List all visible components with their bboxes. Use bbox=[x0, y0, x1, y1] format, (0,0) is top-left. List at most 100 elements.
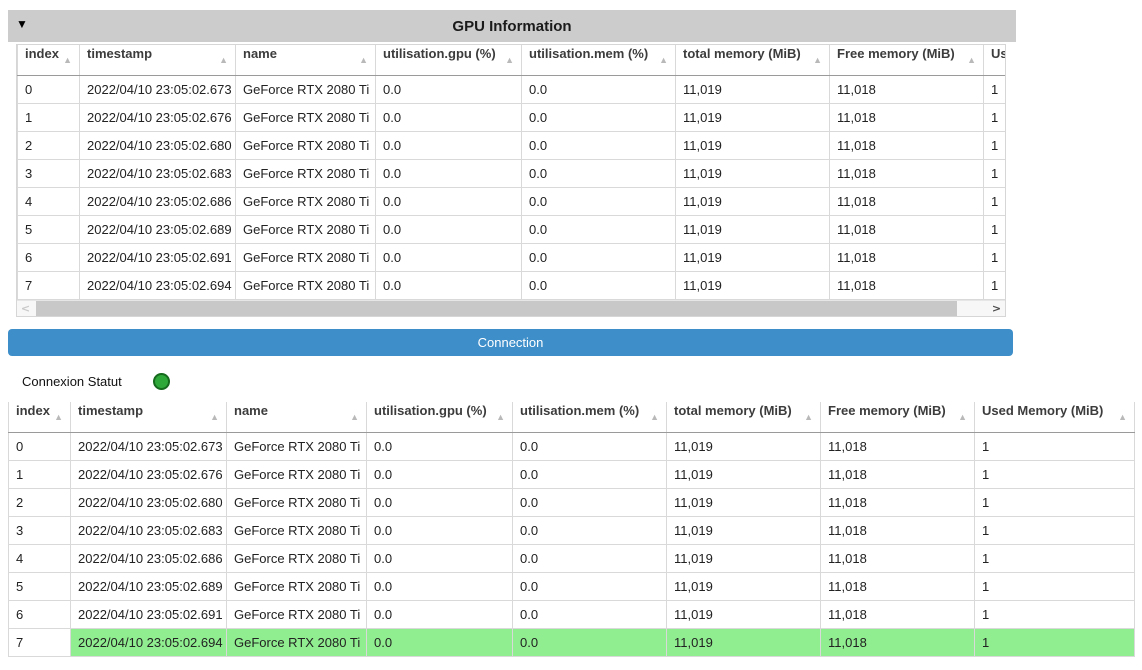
cell: 11,018 bbox=[829, 103, 984, 132]
gpu-info-panel: ▼ GPU Information ▲ index ▲ timestamp ▲ name ▲… bbox=[8, 10, 1016, 317]
sort-asc-icon[interactable]: ▲ bbox=[496, 412, 505, 422]
cell: 11,019 bbox=[675, 187, 830, 216]
cell: 1 bbox=[983, 187, 1005, 216]
cell: 2022/04/10 23:05:02.680 bbox=[79, 131, 236, 160]
cell: 2022/04/10 23:05:02.686 bbox=[70, 544, 227, 573]
column-header-free-memory-mib[interactable]: ▲ Free memory (MiB) bbox=[829, 45, 984, 76]
cell: 11,018 bbox=[820, 572, 975, 601]
connection-button[interactable]: Connection bbox=[8, 329, 1013, 356]
sort-asc-icon[interactable]: ▲ bbox=[505, 55, 514, 65]
cell: 11,019 bbox=[666, 600, 821, 629]
cell: 0.0 bbox=[366, 628, 513, 657]
collapse-panel-icon[interactable]: ▼ bbox=[16, 17, 28, 31]
column-header-utilisation-mem[interactable]: ▲ utilisation.mem (%) bbox=[512, 402, 667, 433]
cell: 0.0 bbox=[375, 243, 522, 272]
cell: 2 bbox=[8, 488, 71, 517]
column-header-timestamp[interactable]: ▲ timestamp bbox=[70, 402, 227, 433]
cell: 4 bbox=[17, 187, 80, 216]
cell: 1 bbox=[974, 600, 1135, 629]
panel-title: GPU Information bbox=[452, 17, 572, 35]
column-header-used-memory-mib[interactable]: ▲ Used Memory (MiB) bbox=[974, 402, 1135, 433]
sort-asc-icon[interactable]: ▲ bbox=[210, 412, 219, 422]
column-header-used-memory-mib[interactable]: ▲Used Memory (MiB) bbox=[983, 45, 1005, 76]
column-label: total memory (MiB) bbox=[683, 46, 801, 62]
sort-asc-icon[interactable]: ▲ bbox=[1118, 412, 1127, 422]
sort-asc-icon[interactable]: ▲ bbox=[54, 412, 63, 422]
table-row: 3 2022/04/10 23:05:02.683 GeForce RTX 2080… bbox=[17, 159, 1005, 188]
cell: GeForce RTX 2080 Ti bbox=[226, 488, 367, 517]
cell: 11,019 bbox=[666, 516, 821, 545]
cell: 2022/04/10 23:05:02.673 bbox=[70, 432, 227, 461]
horizontal-scrollbar[interactable]: < > bbox=[17, 300, 1005, 316]
cell: 0.0 bbox=[512, 488, 667, 517]
sort-asc-icon[interactable]: ▲ bbox=[967, 55, 976, 65]
cell: 1 bbox=[983, 159, 1005, 188]
column-header-total-memory-mib[interactable]: ▲ total memory (MiB) bbox=[666, 402, 821, 433]
sort-asc-icon[interactable]: ▲ bbox=[63, 55, 72, 65]
cell: 11,019 bbox=[675, 271, 830, 300]
cell: 11,018 bbox=[820, 600, 975, 629]
cell: 1 bbox=[17, 103, 80, 132]
sort-asc-icon[interactable]: ▲ bbox=[350, 412, 359, 422]
table-row: 5 2022/04/10 23:05:02.689 GeForce RTX 2080… bbox=[17, 215, 1005, 244]
column-header-utilisation-gpu[interactable]: ▲ utilisation.gpu (%) bbox=[366, 402, 513, 433]
table-row: 0 2022/04/10 23:05:02.673 GeForce RTX 2080… bbox=[17, 75, 1005, 104]
sort-asc-icon[interactable]: ▲ bbox=[219, 55, 228, 65]
table-row: 4 2022/04/10 23:05:02.686 GeForce RTX 2080… bbox=[17, 187, 1005, 216]
table-row: 2 2022/04/10 23:05:02.680 GeForce RTX 2080… bbox=[17, 131, 1005, 160]
column-header-index[interactable]: ▲ index bbox=[17, 45, 80, 76]
cell: 2022/04/10 23:05:02.680 bbox=[70, 488, 227, 517]
cell: 0.0 bbox=[375, 159, 522, 188]
sort-asc-icon[interactable]: ▲ bbox=[659, 55, 668, 65]
cell: 0.0 bbox=[366, 432, 513, 461]
column-header-index[interactable]: ▲ index bbox=[8, 402, 71, 433]
sort-asc-icon[interactable]: ▲ bbox=[359, 55, 368, 65]
cell: 1 bbox=[974, 516, 1135, 545]
cell: 11,018 bbox=[829, 131, 984, 160]
cell: 0.0 bbox=[366, 488, 513, 517]
column-header-free-memory-mib[interactable]: ▲ Free memory (MiB) bbox=[820, 402, 975, 433]
cell: 3 bbox=[8, 516, 71, 545]
column-label: utilisation.gpu (%) bbox=[383, 46, 496, 62]
panel-header: ▼ GPU Information bbox=[8, 10, 1016, 42]
sort-asc-icon[interactable]: ▲ bbox=[813, 55, 822, 65]
table-row: 6 2022/04/10 23:05:02.691 GeForce RTX 2080… bbox=[8, 600, 1135, 629]
cell: GeForce RTX 2080 Ti bbox=[226, 628, 367, 657]
cell: 0.0 bbox=[375, 215, 522, 244]
sort-asc-icon[interactable]: ▲ bbox=[958, 412, 967, 422]
cell: 0.0 bbox=[375, 131, 522, 160]
cell: 0.0 bbox=[512, 432, 667, 461]
scroll-left-icon[interactable]: < bbox=[20, 302, 31, 315]
cell: 0.0 bbox=[512, 544, 667, 573]
cell: GeForce RTX 2080 Ti bbox=[235, 75, 376, 104]
cell: 2022/04/10 23:05:02.689 bbox=[79, 215, 236, 244]
cell: GeForce RTX 2080 Ti bbox=[226, 432, 367, 461]
cell: GeForce RTX 2080 Ti bbox=[226, 516, 367, 545]
scroll-right-icon[interactable]: > bbox=[991, 302, 1002, 315]
cell: 1 bbox=[8, 460, 71, 489]
column-label: Used Memory (MiB) bbox=[982, 403, 1104, 419]
cell: GeForce RTX 2080 Ti bbox=[235, 131, 376, 160]
table-row: 6 2022/04/10 23:05:02.691 GeForce RTX 2080… bbox=[17, 243, 1005, 272]
column-header-total-memory-mib[interactable]: ▲ total memory (MiB) bbox=[675, 45, 830, 76]
cell: 0.0 bbox=[512, 516, 667, 545]
scrollbar-thumb[interactable] bbox=[36, 301, 957, 316]
column-header-name[interactable]: ▲ name bbox=[235, 45, 376, 76]
column-header-utilisation-mem[interactable]: ▲ utilisation.mem (%) bbox=[521, 45, 676, 76]
scrollbar-track[interactable] bbox=[34, 301, 988, 316]
cell: 11,018 bbox=[829, 75, 984, 104]
cell: GeForce RTX 2080 Ti bbox=[235, 103, 376, 132]
cell: 0.0 bbox=[521, 75, 676, 104]
column-header-utilisation-gpu[interactable]: ▲ utilisation.gpu (%) bbox=[375, 45, 522, 76]
column-header-name[interactable]: ▲ name bbox=[226, 402, 367, 433]
cell: 0.0 bbox=[366, 600, 513, 629]
sort-asc-icon[interactable]: ▲ bbox=[804, 412, 813, 422]
column-label: utilisation.mem (%) bbox=[529, 46, 649, 62]
cell: 4 bbox=[8, 544, 71, 573]
cell: 0.0 bbox=[521, 215, 676, 244]
column-header-timestamp[interactable]: ▲ timestamp bbox=[79, 45, 236, 76]
cell: 5 bbox=[8, 572, 71, 601]
sort-asc-icon[interactable]: ▲ bbox=[650, 412, 659, 422]
cell: 2022/04/10 23:05:02.686 bbox=[79, 187, 236, 216]
